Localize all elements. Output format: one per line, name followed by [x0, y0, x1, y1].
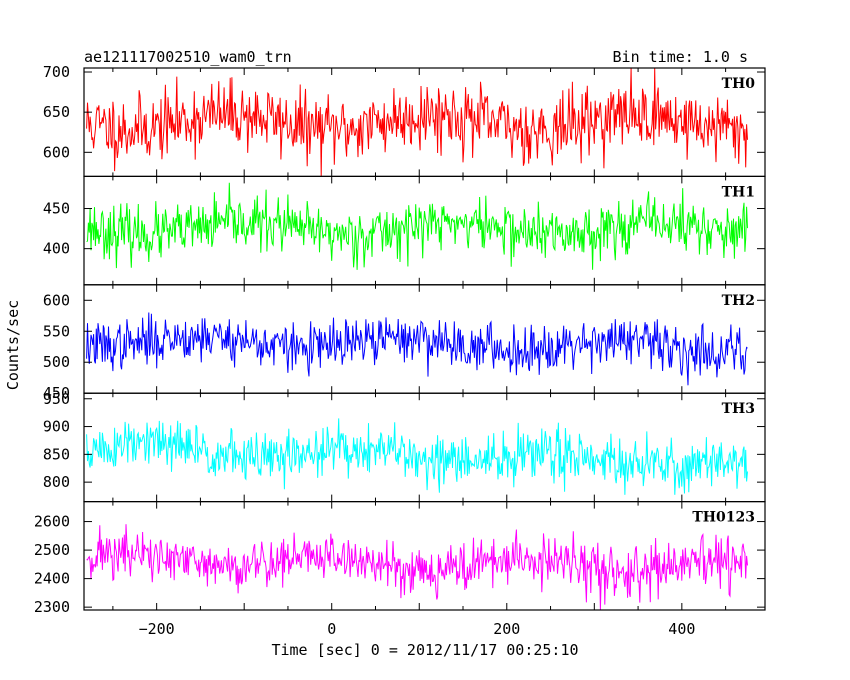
- x-axis-ticks: −200 0 200 400: [139, 620, 696, 638]
- y-tick-label: 2500: [34, 541, 70, 559]
- x-axis-label: Time [sec] 0 = 2012/11/17 00:25:10: [271, 641, 578, 659]
- series-line-th0: [86, 68, 748, 177]
- y-tick-label: 950: [43, 390, 70, 408]
- y-tick-label: 450: [43, 384, 70, 402]
- y-tick-label: 650: [43, 103, 70, 121]
- y-axis-label: Counts/sec: [4, 300, 22, 390]
- panel-label: TH0123: [692, 510, 755, 526]
- series-line-th3: [86, 418, 748, 495]
- y-tick-label: 700: [43, 63, 70, 81]
- y-tick-label: 2400: [34, 570, 70, 588]
- panel-label: TH3: [722, 401, 755, 417]
- y-tick-label: 500: [43, 353, 70, 371]
- y-tick-label: 800: [43, 473, 70, 491]
- y-tick-label: 600: [43, 143, 70, 161]
- y-tick-label: 900: [43, 418, 70, 436]
- y-tick-label: 400: [43, 240, 70, 258]
- panel-th2: 450 500 550 600 TH2: [43, 284, 766, 402]
- x-tick-label: −200: [139, 620, 175, 638]
- panel-label: TH0: [722, 76, 756, 92]
- series-line-th0123: [86, 524, 748, 611]
- y-tick-label: 850: [43, 445, 70, 463]
- y-tick-label: 550: [43, 322, 70, 340]
- panel-th1: 400 450 TH1: [43, 175, 766, 286]
- x-tick-label: 200: [493, 620, 520, 638]
- panel-label: TH1: [722, 184, 755, 200]
- panel-th0: 600 650 700 TH0: [43, 63, 766, 178]
- panel-frame: [83, 67, 766, 178]
- panel-th3: 800 850 900 950 TH3: [43, 390, 766, 503]
- y-tick-label: 2600: [34, 513, 70, 531]
- panel-frame: [83, 501, 766, 611]
- panel-th0123: 2300 2400 2500 2600 TH0123: [34, 501, 766, 616]
- series-line-th1: [86, 182, 748, 270]
- y-tick-label: 450: [43, 200, 70, 218]
- y-tick-label: 600: [43, 291, 70, 309]
- chart-title-right: Bin time: 1.0 s: [613, 48, 748, 66]
- series-line-th2: [86, 312, 748, 386]
- x-tick-label: 0: [327, 620, 336, 638]
- y-tick-label: 2300: [34, 598, 70, 616]
- x-tick-label: 400: [668, 620, 695, 638]
- chart-title-left: ae121117002510_wam0_trn: [84, 48, 292, 66]
- panel-label: TH2: [722, 293, 755, 309]
